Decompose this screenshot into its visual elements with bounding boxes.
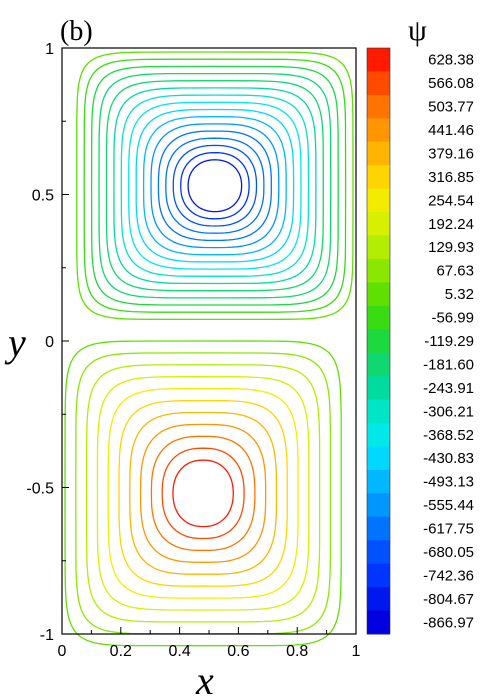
legend-swatch	[367, 212, 390, 237]
legend-label: -866.97	[423, 614, 474, 631]
legend-label: 129.93	[428, 239, 474, 256]
legend-swatch	[367, 446, 390, 471]
x-tick-label: 0.8	[286, 643, 308, 660]
contour-lower-level	[96, 376, 310, 611]
legend-label: -306.21	[423, 403, 474, 420]
legend-label: -804.67	[423, 591, 474, 608]
x-tick-label: 0.2	[110, 643, 132, 660]
legend-swatch	[367, 610, 390, 635]
x-tick-label: 0.6	[227, 643, 249, 660]
legend-label: -555.44	[423, 497, 474, 514]
legend-swatch	[367, 94, 390, 119]
contour-lower-level	[85, 364, 321, 623]
contour-lower-level	[139, 423, 267, 563]
contour-lines	[64, 51, 354, 647]
legend-label: 379.16	[428, 145, 474, 162]
contour-upper-level	[142, 116, 287, 256]
x-tick-label: 1	[352, 643, 361, 660]
legend-swatch	[367, 235, 390, 260]
legend-label: -181.60	[423, 356, 474, 373]
contour-upper-level	[187, 159, 243, 213]
legend-swatch	[367, 305, 390, 330]
contour-lower-level	[118, 399, 288, 587]
legend-label: -119.29	[424, 333, 474, 350]
legend-swatch	[367, 469, 390, 494]
legend-label: 316.85	[428, 169, 474, 186]
y-tick-label: 1	[45, 41, 54, 58]
contour-upper-level	[128, 101, 302, 270]
x-axis-ticks: 0 0.2 0.4 0.6 0.8 1	[58, 627, 361, 660]
legend-swatch	[367, 352, 390, 377]
y-axis-title: y	[4, 320, 26, 365]
legend-swatch	[367, 563, 390, 588]
legend-label: -56.99	[431, 310, 474, 327]
legend-label: 503.77	[428, 99, 474, 116]
contour-upper-level	[180, 151, 250, 220]
legend-label: 628.38	[428, 52, 474, 69]
contour-lower-level	[129, 411, 278, 575]
legend-label: -493.13	[423, 474, 474, 491]
legend-swatch	[367, 118, 390, 143]
legend-label: -680.05	[423, 544, 474, 561]
x-tick-label: 0	[58, 643, 67, 660]
y-tick-label: -0.5	[26, 481, 54, 498]
legend-swatch	[367, 493, 390, 518]
legend-swatch	[367, 141, 390, 166]
contour-upper-level	[157, 130, 272, 242]
legend-swatch	[367, 540, 390, 565]
contour-upper-level	[105, 80, 324, 292]
legend-swatch	[367, 329, 390, 354]
y-axis-ticks: 1 0.5 0 -0.5 -1	[26, 41, 69, 644]
legend-title: ψ	[408, 14, 427, 47]
panel-label: (b)	[60, 16, 93, 47]
legend-swatch	[367, 48, 390, 72]
contour-upper-level	[172, 144, 258, 227]
legend-label: 192.24	[428, 216, 474, 233]
contour-upper-level	[83, 58, 347, 313]
contour-lower-level	[107, 387, 299, 599]
legend-swatch	[367, 587, 390, 612]
x-tick-label: 0.4	[168, 643, 190, 660]
contour-lower-level	[161, 447, 245, 540]
y-tick-label: 0	[45, 334, 54, 351]
legend-label: -617.75	[423, 521, 474, 538]
contour-upper-level	[76, 51, 354, 321]
legend-label: 67.63	[436, 263, 474, 280]
contour-lower-level	[150, 435, 256, 552]
legend-label: 441.46	[428, 122, 474, 139]
legend-swatch	[367, 258, 390, 283]
contour-upper-level	[150, 123, 280, 249]
y-tick-label: 0.5	[32, 188, 54, 205]
legend-label: -368.52	[423, 427, 474, 444]
legend-swatch	[367, 516, 390, 541]
legend-swatch	[367, 188, 390, 213]
legend-label: -243.91	[423, 380, 474, 397]
contour-lower-level	[172, 459, 234, 528]
legend-frame	[366, 47, 391, 635]
contour-upper-level	[135, 108, 295, 263]
legend-swatch	[367, 71, 390, 96]
contour-upper-level	[90, 65, 339, 306]
contour-lower-level	[75, 352, 332, 635]
contour-upper-level	[113, 87, 317, 285]
y-tick-label: -1	[40, 627, 54, 644]
legend-label: -742.36	[423, 567, 474, 584]
legend-swatch	[367, 376, 390, 401]
contour-lower-level	[64, 340, 342, 647]
contour-upper-level	[98, 72, 332, 299]
contour-upper-level	[120, 94, 310, 277]
legend-label: 5.32	[445, 286, 474, 303]
color-legend: 628.38 566.08 503.77 441.46 379.16 316.85 254.…	[366, 47, 474, 635]
contour-upper-level	[165, 137, 265, 234]
legend-swatch	[367, 423, 390, 447]
legend-swatch	[367, 282, 390, 307]
legend-label: -430.83	[423, 450, 474, 467]
legend-label: 254.54	[428, 192, 474, 209]
legend-swatch	[367, 165, 390, 190]
legend-swatch	[367, 399, 390, 424]
x-axis-title: x	[195, 658, 214, 698]
legend-label: 566.08	[428, 75, 474, 92]
